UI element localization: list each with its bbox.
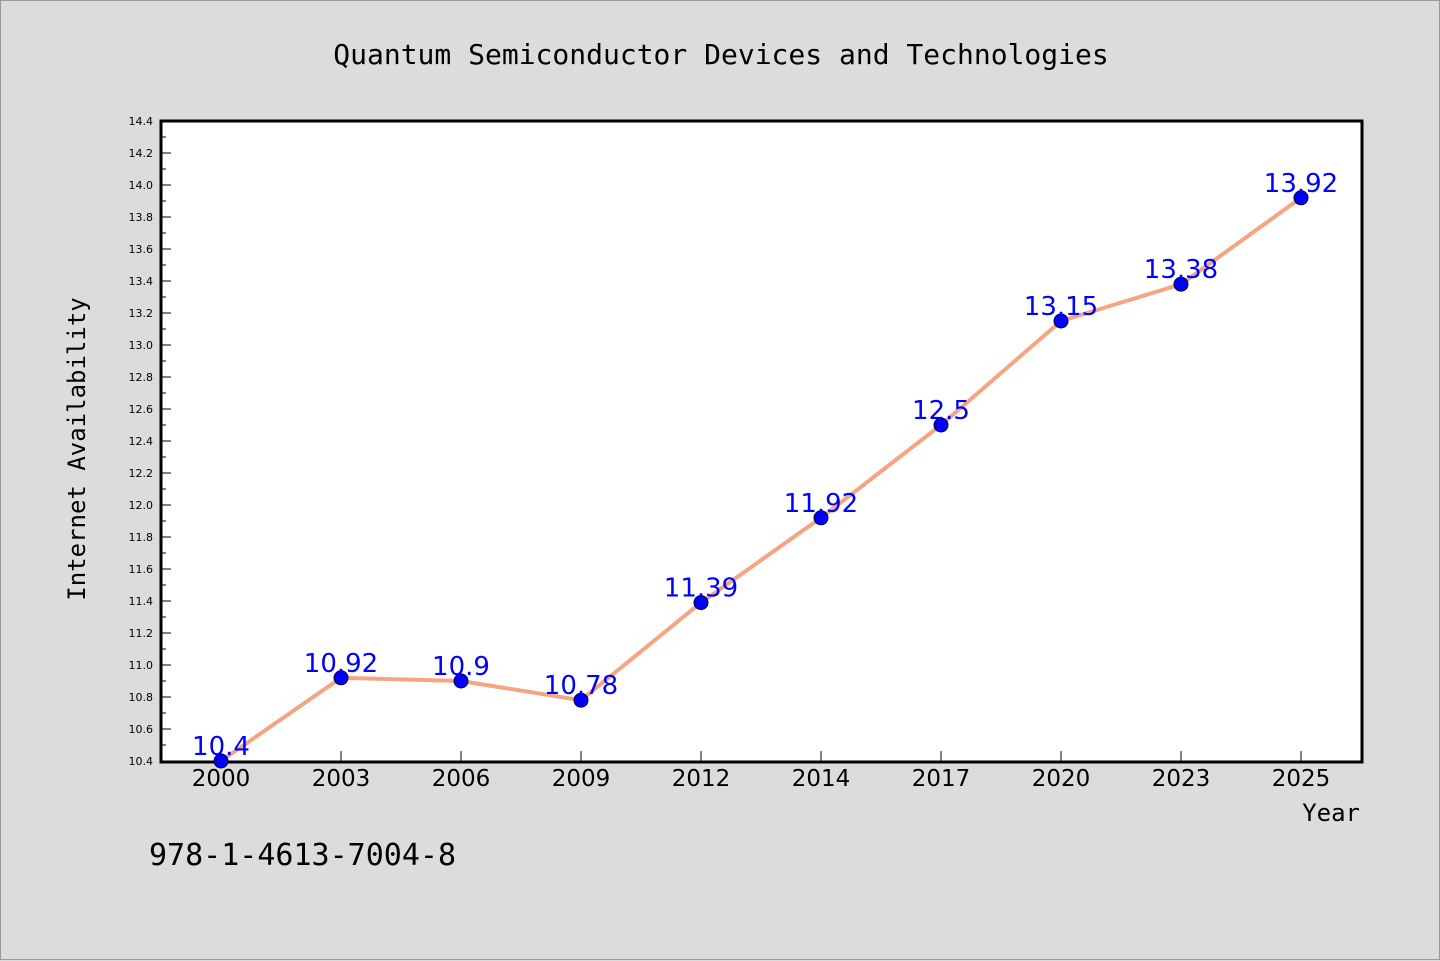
- x-tick-label: 2000: [192, 766, 251, 792]
- x-tick-label: 2012: [672, 766, 731, 792]
- x-tick-label: 2017: [912, 766, 971, 792]
- series-layer: 10.4 10.92 10.9 10.78 11.39 11.92 12.5 13.15 13.…: [192, 169, 1338, 769]
- data-point-marker: [213, 753, 229, 769]
- data-label: 10.4: [192, 732, 250, 762]
- isbn-footnote: 978-1-4613-7004-8: [149, 838, 456, 873]
- data-label: 10.92: [304, 649, 378, 679]
- y-axis-ticks: 10.4 10.6 10.8 11.0 11.2 11.4 11.6 11.8 12.0 12.2…: [129, 115, 171, 768]
- y-tick-label: 14.0: [129, 179, 154, 192]
- series-line: [219, 195, 1303, 763]
- y-tick-label: 13.0: [129, 339, 154, 352]
- data-point-marker: [1173, 276, 1189, 292]
- chart-title: Quantum Semiconductor Devices and Techno…: [333, 38, 1108, 71]
- plot-area: [159, 119, 1364, 764]
- y-tick-label: 13.8: [129, 211, 154, 224]
- y-tick-label: 12.0: [129, 499, 154, 512]
- y-tick-label: 14.4: [129, 115, 154, 128]
- y-tick-label: 11.6: [129, 563, 154, 576]
- y-tick-label: 13.4: [129, 275, 154, 288]
- x-tick-label: 2025: [1272, 766, 1331, 792]
- data-point-marker: [693, 595, 709, 611]
- y-tick-label: 14.2: [129, 147, 154, 160]
- y-tick-label: 11.2: [129, 627, 154, 640]
- x-tick-label: 2003: [312, 766, 371, 792]
- data-point-marker: [1053, 313, 1069, 329]
- y-tick-label: 13.6: [129, 243, 154, 256]
- data-point-marker: [573, 692, 589, 708]
- data-label: 10.78: [544, 671, 618, 701]
- x-tick-label: 2023: [1152, 766, 1211, 792]
- x-tick-label: 2009: [552, 766, 611, 792]
- x-tick-label: 2014: [792, 766, 851, 792]
- y-tick-label: 10.4: [129, 755, 154, 768]
- y-tick-label: 11.8: [129, 531, 154, 544]
- y-tick-label: 12.2: [129, 467, 154, 480]
- y-tick-label: 10.6: [129, 723, 154, 736]
- y-tick-label: 10.8: [129, 691, 154, 704]
- data-label: 13.15: [1024, 292, 1098, 322]
- x-axis-ticks: 2000 2003 2006 2009 2012 2014 2017 2020 2023 2025: [192, 751, 1331, 792]
- data-label: 11.39: [664, 574, 738, 604]
- x-axis-label: Year: [1302, 799, 1360, 827]
- data-point-marker: [453, 673, 469, 689]
- y-tick-label: 12.8: [129, 371, 154, 384]
- y-axis-label: Internet Availability: [63, 297, 91, 600]
- y-tick-label: 13.2: [129, 307, 154, 320]
- y-tick-label: 11.4: [129, 595, 154, 608]
- y-tick-label: 11.0: [129, 659, 154, 672]
- data-label: 13.38: [1144, 255, 1218, 285]
- data-point-marker: [1293, 190, 1309, 206]
- y-tick-label: 12.4: [129, 435, 154, 448]
- y-tick-label: 12.6: [129, 403, 154, 416]
- data-point-marker: [933, 417, 949, 433]
- data-label: 12.5: [912, 396, 970, 426]
- data-point-marker: [333, 670, 349, 686]
- data-label: 13.92: [1264, 169, 1338, 199]
- x-tick-label: 2020: [1032, 766, 1091, 792]
- data-label: 10.9: [432, 652, 490, 682]
- data-point-marker: [813, 510, 829, 526]
- x-tick-label: 2006: [432, 766, 491, 792]
- data-label: 11.92: [784, 489, 858, 519]
